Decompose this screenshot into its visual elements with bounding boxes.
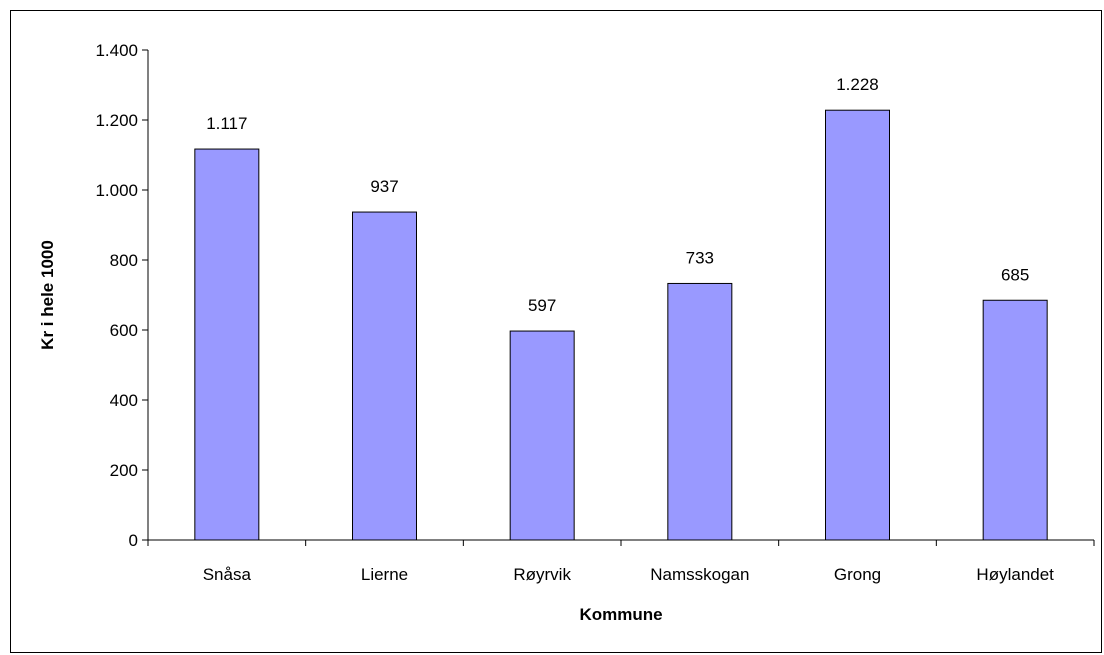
data-label: 937 <box>370 177 398 196</box>
y-tick-label: 0 <box>129 531 138 550</box>
y-tick-label: 1.200 <box>95 111 138 130</box>
data-label: 1.117 <box>206 114 247 133</box>
x-tick-label: Grong <box>834 565 881 584</box>
bars <box>194 109 1048 541</box>
y-axis: 0 200 400 600 800 1.000 1.200 1.400 <box>95 41 149 550</box>
data-label: 597 <box>528 296 556 315</box>
bar-grong <box>825 109 890 541</box>
x-tick-label: Snåsa <box>203 565 252 584</box>
plot-area <box>148 50 1094 540</box>
x-tick-label: Lierne <box>361 565 408 584</box>
bar-namsskogan <box>667 282 733 541</box>
bar-lierne <box>352 211 417 541</box>
data-label: 685 <box>1001 265 1029 284</box>
bar-røyrvik <box>509 330 575 541</box>
y-axis-title: Kr i hele 1000 <box>38 240 57 350</box>
y-tick-label: 800 <box>110 251 138 270</box>
data-labels: 1.117 937 597 733 1.228 685 <box>206 75 1029 315</box>
data-label: 1.228 <box>836 75 879 94</box>
y-tick-label: 600 <box>110 321 138 340</box>
data-label: 733 <box>686 248 714 267</box>
y-tick-label: 400 <box>110 391 138 410</box>
y-tick-label: 1.000 <box>95 181 138 200</box>
x-tick-label: Namsskogan <box>650 565 749 584</box>
x-tick-label: Røyrvik <box>513 565 571 584</box>
x-axis-title: Kommune <box>579 605 662 624</box>
bar-snåsa <box>194 148 260 541</box>
x-tick-label: Høylandet <box>976 565 1054 584</box>
y-tick-label: 200 <box>110 461 138 480</box>
y-tick-label: 1.400 <box>95 41 138 60</box>
x-axis: Snåsa Lierne Røyrvik Namsskogan Grong Høyland… <box>147 539 1095 584</box>
bar-høylandet <box>982 299 1048 541</box>
